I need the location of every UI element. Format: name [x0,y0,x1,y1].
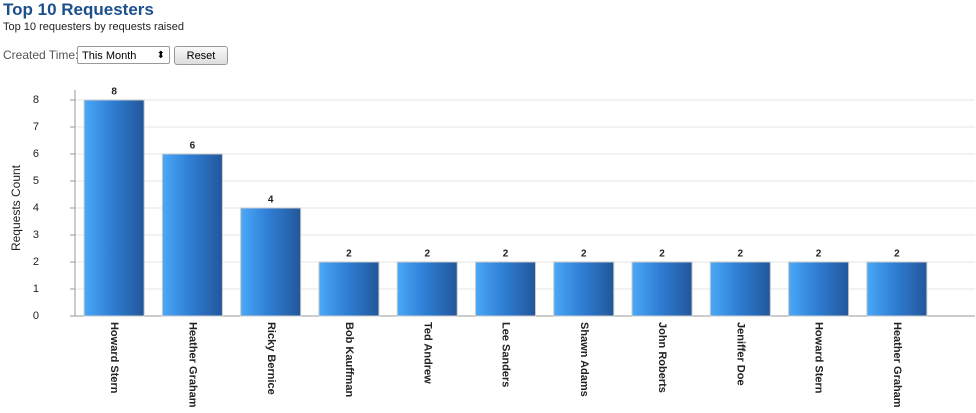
x-tick-label: Shawn Adams [578,322,590,397]
data-label: 2 [346,249,352,260]
y-tick-label: 0 [33,310,39,322]
y-tick-label: 1 [33,283,39,295]
data-label: 2 [816,249,822,260]
page-subtitle: Top 10 requesters by requests raised [3,21,184,33]
reset-button[interactable]: Reset [174,46,228,65]
x-tick-label: Ted Andrew [421,322,433,384]
x-tick-label: Heather Graham [187,322,199,408]
bar [83,99,145,317]
x-tick-label: Ricky Bernice [265,322,277,395]
data-label: 2 [894,249,900,260]
bar [240,207,302,317]
x-tick-label: Jeniffer Doe [734,322,746,386]
filter-label: Created Time: [3,48,79,62]
bar [631,261,693,317]
y-tick-label: 3 [33,229,39,241]
x-tick-label: John Roberts [656,322,668,393]
bar [475,261,536,317]
data-label: 4 [268,195,274,206]
x-tick-label: Howard Stern [108,322,120,394]
bar [161,153,223,317]
y-axis-label: Requests Count [9,164,23,251]
bar [553,261,615,317]
data-label: 6 [190,141,196,152]
x-tick-label: Howard Stern [813,322,825,394]
y-tick-label: 4 [33,202,39,214]
page-title: Top 10 Requesters [3,0,154,19]
x-tick-label: Lee Sanders [500,322,512,387]
x-tick-label: Bob Kauffman [343,322,355,397]
time-select[interactable]: This Month [77,46,170,65]
data-label: 2 [659,249,665,260]
bar [709,261,771,317]
y-tick-label: 6 [33,148,39,160]
x-tick-label: Heather Graham [891,322,903,408]
bar [318,261,380,317]
y-tick-label: 8 [33,94,39,106]
data-label: 2 [503,249,509,260]
data-label: 2 [738,249,744,260]
y-tick-label: 7 [33,121,39,133]
data-label: 8 [111,87,117,98]
data-label: 2 [581,249,587,260]
y-tick-label: 5 [33,175,39,187]
bar [788,261,850,317]
y-tick-label: 2 [33,256,39,268]
bar [866,261,928,317]
data-label: 2 [424,249,430,260]
bar [396,261,458,317]
